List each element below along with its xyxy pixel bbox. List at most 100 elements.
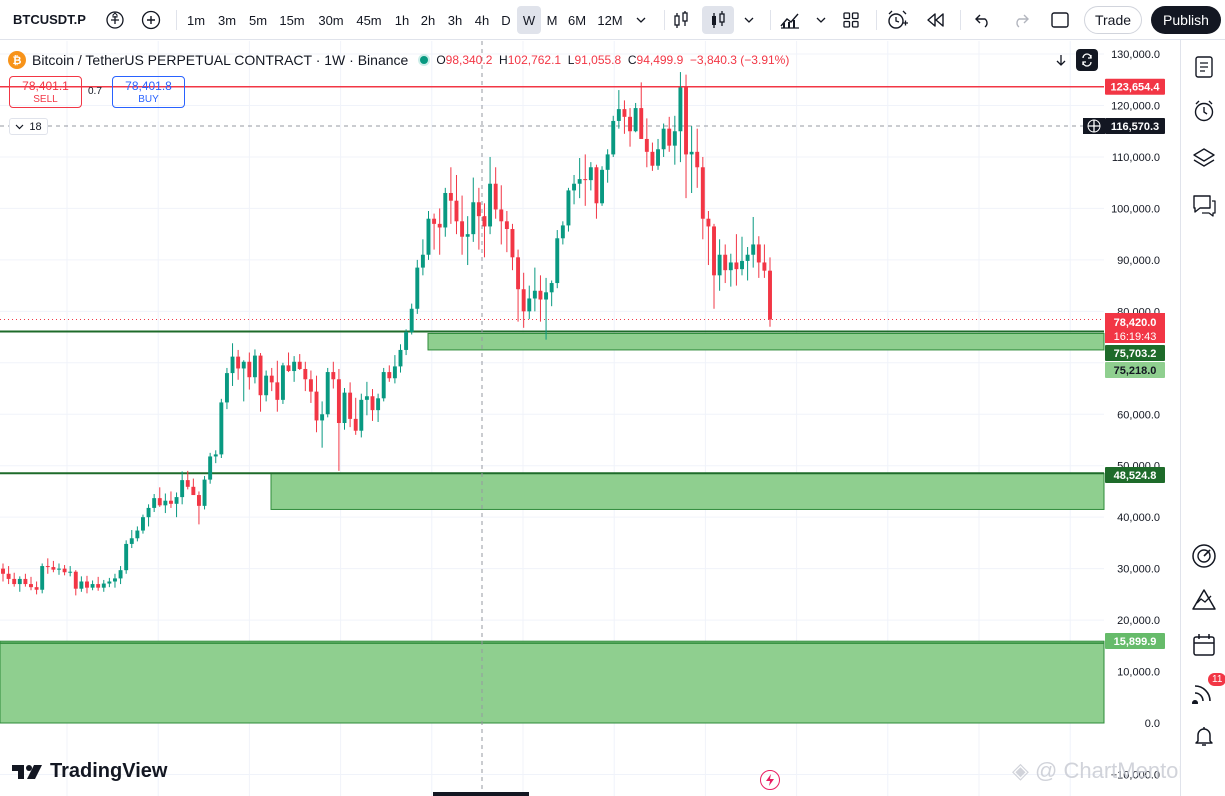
buy-button[interactable]: 78,401.8 BUY: [112, 76, 185, 108]
candle-body[interactable]: [544, 292, 549, 300]
candle-body[interactable]: [73, 571, 78, 589]
candle-body[interactable]: [196, 495, 201, 506]
fullscreen-square-icon[interactable]: [1045, 6, 1075, 34]
candle-body[interactable]: [252, 355, 257, 378]
candle-body[interactable]: [135, 530, 140, 539]
indicators-dropdown-chevron-icon[interactable]: [806, 6, 836, 34]
candle-body[interactable]: [6, 573, 11, 579]
alerts-clock-icon[interactable]: [1189, 96, 1219, 126]
candle-body[interactable]: [594, 167, 599, 204]
timeframe-1m-button[interactable]: 1m: [186, 12, 206, 28]
candle-body[interactable]: [230, 356, 235, 374]
candle-body[interactable]: [448, 192, 453, 201]
candle-body[interactable]: [756, 244, 761, 263]
candle-body[interactable]: [29, 584, 33, 588]
timeframe-3m-button[interactable]: 3m: [217, 12, 237, 28]
candle-body[interactable]: [639, 108, 644, 139]
candle-body[interactable]: [185, 480, 190, 487]
candle-body[interactable]: [762, 262, 767, 271]
candle-body[interactable]: [510, 229, 515, 258]
candle-body[interactable]: [129, 538, 134, 544]
candle-body[interactable]: [224, 373, 229, 403]
candle-body[interactable]: [656, 149, 660, 166]
candle-body[interactable]: [376, 398, 381, 411]
candle-body[interactable]: [258, 355, 263, 396]
candle-body[interactable]: [493, 183, 498, 210]
candle-body[interactable]: [521, 289, 526, 312]
candle-body[interactable]: [202, 479, 207, 506]
candle-body[interactable]: [415, 267, 420, 309]
add-symbol-icon[interactable]: [136, 6, 166, 34]
candle-body[interactable]: [118, 570, 123, 579]
watchlist-icon[interactable]: [1189, 52, 1219, 82]
candle-body[interactable]: [40, 566, 45, 590]
candle-body[interactable]: [532, 290, 537, 299]
crosshair-add-icon[interactable]: [1088, 120, 1100, 132]
candle-body[interactable]: [331, 372, 336, 380]
candle-body[interactable]: [695, 151, 700, 168]
candle-body[interactable]: [432, 218, 437, 224]
candle-body[interactable]: [426, 218, 431, 255]
candle-body[interactable]: [644, 138, 649, 152]
demand-zone[interactable]: [270, 472, 1105, 510]
candle-body[interactable]: [275, 382, 280, 400]
candlestick-chart[interactable]: 130,000.0 120,000.0 110,000.0 100,000.0 90,0…: [0, 41, 1180, 796]
candle-body[interactable]: [700, 167, 705, 219]
candle-body[interactable]: [90, 584, 95, 588]
target-icon[interactable]: [1189, 541, 1219, 571]
candle-body[interactable]: [572, 183, 577, 191]
candle-body[interactable]: [387, 372, 392, 379]
sell-button[interactable]: 78,401.1 SELL: [9, 76, 82, 108]
candle-body[interactable]: [17, 578, 22, 585]
candle-body[interactable]: [443, 192, 448, 228]
candle-body[interactable]: [364, 396, 369, 400]
ideas-triangle-icon[interactable]: [1189, 585, 1219, 615]
candle-body[interactable]: [381, 372, 386, 399]
candle-body[interactable]: [191, 486, 196, 496]
trade-button[interactable]: Trade: [1084, 6, 1142, 34]
candle-body[interactable]: [689, 151, 694, 155]
candle-body[interactable]: [342, 392, 347, 424]
timeframe-d-button[interactable]: D: [501, 12, 511, 28]
candle-body[interactable]: [314, 391, 319, 421]
candle-body[interactable]: [465, 234, 470, 237]
crosshair-add-icon[interactable]: [1087, 119, 1101, 133]
candle-body[interactable]: [157, 498, 162, 506]
candle-body[interactable]: [728, 262, 733, 271]
demand-zone[interactable]: [427, 332, 1105, 351]
candle-body[interactable]: [482, 216, 487, 227]
candle-body[interactable]: [611, 120, 616, 155]
candle-body[interactable]: [566, 190, 571, 226]
scroll-down-arrow-icon[interactable]: [1050, 49, 1072, 71]
candle-body[interactable]: [398, 349, 403, 367]
candle-body[interactable]: [286, 365, 291, 372]
compare-symbol-icon[interactable]: [100, 6, 130, 34]
candle-body[interactable]: [241, 361, 246, 369]
candle-body[interactable]: [504, 221, 509, 230]
candle-body[interactable]: [45, 566, 50, 568]
alert-icon[interactable]: [882, 6, 912, 34]
candle-body[interactable]: [141, 517, 145, 531]
candle-body[interactable]: [409, 308, 414, 332]
candle-body[interactable]: [437, 223, 442, 228]
timeframe-1h-button[interactable]: 1h: [394, 12, 410, 28]
candle-body[interactable]: [85, 581, 89, 588]
candle-body[interactable]: [420, 254, 425, 268]
timeframe-6m-button[interactable]: 6M: [567, 12, 587, 28]
scroll-bar[interactable]: [433, 792, 529, 796]
symbol-search-button[interactable]: BTCUSDT.P: [13, 12, 86, 27]
layout-grid-icon[interactable]: [836, 6, 866, 34]
candle-body[interactable]: [583, 179, 588, 181]
timeframe-45m-button[interactable]: 45m: [356, 12, 382, 28]
candle-body[interactable]: [577, 179, 582, 184]
candle-body[interactable]: [712, 226, 716, 276]
candle-body[interactable]: [454, 200, 459, 222]
candle-body[interactable]: [516, 257, 521, 290]
chat-icon[interactable]: [1189, 190, 1219, 220]
candle-body[interactable]: [219, 402, 224, 455]
candle-body[interactable]: [280, 365, 285, 400]
candle-body[interactable]: [538, 290, 543, 300]
candle-body[interactable]: [661, 128, 666, 150]
candle-body[interactable]: [740, 260, 744, 270]
candle-body[interactable]: [476, 202, 481, 217]
